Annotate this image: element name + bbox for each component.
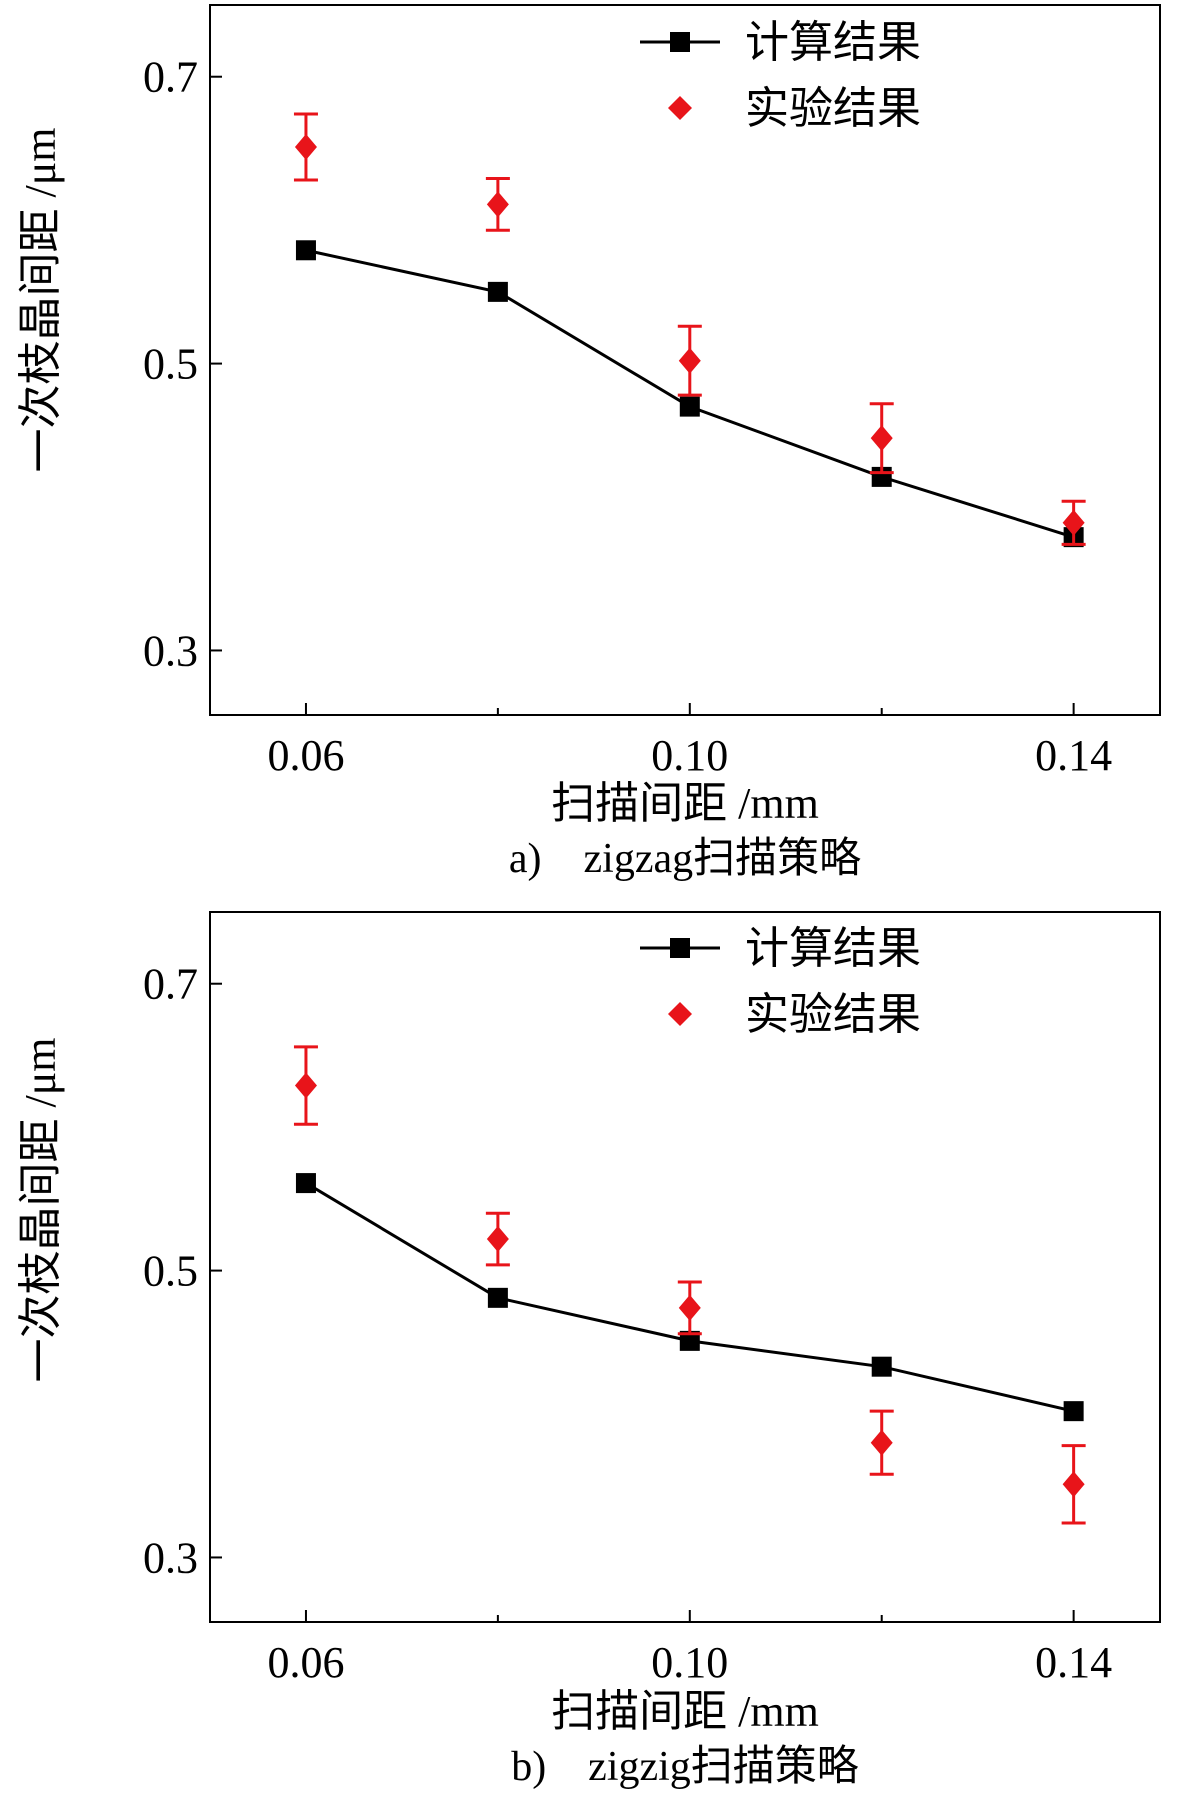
legend: 计算结果 实验结果 <box>640 18 921 133</box>
calculated-point <box>487 281 508 302</box>
y-tick-label: 0.5 <box>143 1247 198 1296</box>
experimental-point <box>678 347 701 374</box>
legend-label-calculated: 计算结果 <box>745 924 921 973</box>
x-axis-title: 扫描间距 /mm <box>551 779 819 828</box>
y-axis-title: 一次枝晶间距 /μm <box>16 1037 65 1382</box>
legend-diamond-marker <box>668 96 692 120</box>
x-axis-title: 扫描间距 /mm <box>551 1687 819 1736</box>
legend-label-experimental: 实验结果 <box>745 84 921 133</box>
x-tick-label: 0.06 <box>267 1638 344 1687</box>
calculated-point <box>871 1356 892 1377</box>
legend-square-marker <box>670 938 690 958</box>
legend-label-calculated: 计算结果 <box>745 18 921 67</box>
x-tick-label: 0.14 <box>1035 1638 1112 1687</box>
legend-square-marker <box>670 32 690 52</box>
chart-panel-a: 一次枝晶间距 /μm 扫描间距 /mm a) zigzag扫描策略 计算结果 实… <box>16 4 1161 882</box>
panel-caption: b) zigzig扫描策略 <box>511 1744 859 1790</box>
calculated-point <box>679 1330 700 1351</box>
calculated-point <box>295 240 316 261</box>
legend-label-experimental: 实验结果 <box>745 990 921 1039</box>
experimental-point <box>294 1072 317 1099</box>
x-tick-label: 0.06 <box>267 731 344 780</box>
y-tick-label: 0.7 <box>143 960 198 1009</box>
x-tick-label: 0.14 <box>1035 731 1112 780</box>
y-tick-label: 0.7 <box>143 53 198 102</box>
experimental-point <box>1062 1471 1085 1498</box>
legend: 计算结果 实验结果 <box>640 924 921 1039</box>
x-tick-label: 0.10 <box>651 1638 728 1687</box>
plot-area-frame <box>209 911 1161 1623</box>
legend-diamond-marker <box>668 1002 692 1026</box>
calculated-point <box>679 396 700 417</box>
y-tick-label: 0.5 <box>143 340 198 389</box>
y-tick-label: 0.3 <box>143 1533 198 1582</box>
y-tick-label: 0.3 <box>143 626 198 675</box>
calculated-point <box>487 1287 508 1308</box>
panel-caption: a) zigzag扫描策略 <box>509 836 861 882</box>
experimental-point <box>486 191 509 218</box>
calculated-point <box>1063 1401 1084 1422</box>
experimental-point <box>486 1226 509 1253</box>
plot-area-frame <box>209 4 1161 716</box>
x-tick-label: 0.10 <box>651 731 728 780</box>
experimental-point <box>1062 509 1085 536</box>
chart-panel-b: 一次枝晶间距 /μm 扫描间距 /mm b) zigzig扫描策略 计算结果 实… <box>16 911 1161 1790</box>
experimental-point <box>870 425 893 452</box>
experimental-point <box>870 1429 893 1456</box>
y-axis-title: 一次枝晶间距 /μm <box>16 127 65 472</box>
calculated-point <box>295 1173 316 1194</box>
experimental-point <box>294 134 317 160</box>
experimental-point <box>678 1294 701 1321</box>
